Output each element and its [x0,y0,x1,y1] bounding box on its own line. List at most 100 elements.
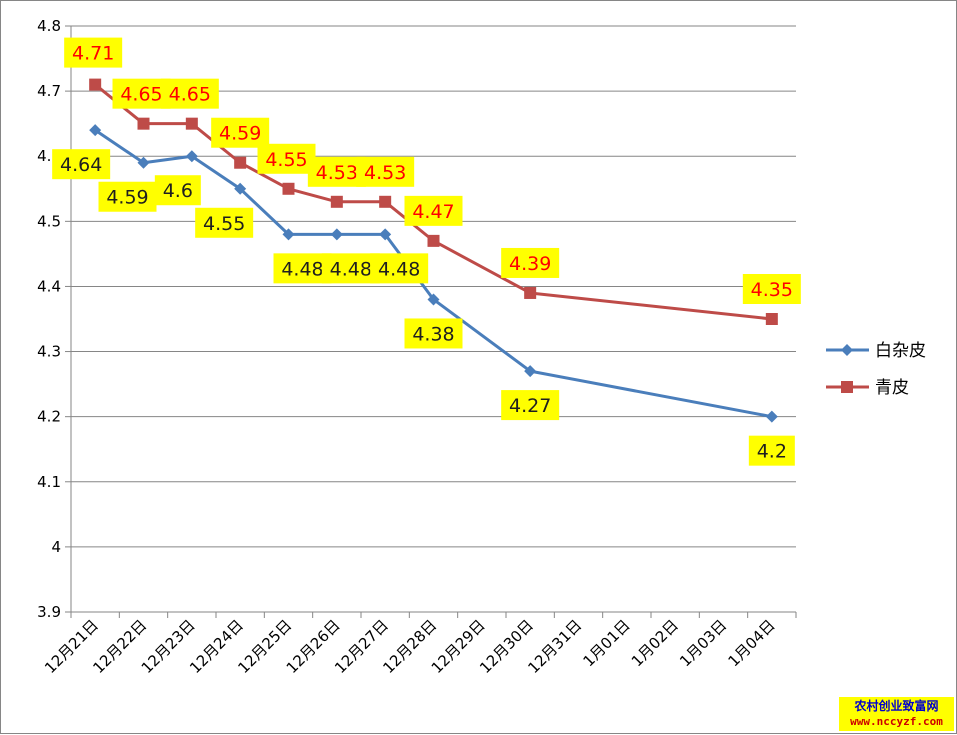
x-tick-label: 1月04日 [724,616,778,670]
data-label: 4.59 [98,181,157,212]
data-point [185,150,198,163]
data-label-text: 4.59 [219,123,261,145]
data-label: 4.35 [742,274,801,304]
data-labels: 4.644.59 4.64.554.48 4.48 4.484.384.274.24.… [52,37,801,466]
data-label-text: 4.55 [265,149,307,171]
data-label: 4.71 [64,37,123,68]
data-label: 4.64 [52,149,111,180]
data-label-bg [356,156,415,187]
data-label-bg [404,318,463,349]
data-point [185,117,198,130]
data-label-bg [195,207,254,238]
data-label: 4.65 [160,78,219,109]
legend-marker [841,381,853,393]
data-point [524,365,537,378]
x-tick-label: 1月03日 [676,616,730,670]
data-label-bg [154,175,201,206]
y-tick-label: 4.2 [37,408,61,426]
data-label-text: 4.55 [203,213,245,235]
data-label: 4.38 [404,318,463,349]
y-tick-label: 4 [51,538,61,556]
data-point [282,228,295,241]
y-tick-label: 4.8 [37,17,61,35]
legend-marker [841,344,853,356]
series-line-qingpi [94,83,772,321]
data-label-text: 4.48 [378,258,420,280]
data-label-text: 4.59 [106,187,148,209]
data-point [379,195,392,208]
legend-label: 白杂皮 [875,341,926,361]
data-point [524,286,537,299]
data-label: 4.55 [257,143,316,174]
data-label-text: 4.27 [509,395,551,417]
legend-entry: 白杂皮 [826,341,926,361]
y-tick-label: 4.1 [37,473,61,491]
data-label-bg [748,435,795,466]
legend-entry: 青皮 [826,378,909,398]
data-point [765,410,778,423]
data-label-text: 4.65 [169,84,211,106]
data-label-bg [64,37,123,68]
data-label-bg [742,274,801,304]
data-label: 4.59 [211,117,270,148]
y-tick-label: 4.7 [37,82,61,100]
data-label: 4.27 [501,390,560,421]
watermark-line1: 农村创业致富网 [854,699,939,713]
data-point [765,313,778,325]
legend-label: 青皮 [875,378,909,398]
data-point [330,228,343,241]
data-label-text: 4.38 [412,323,454,345]
series-lines [89,78,778,423]
data-point [379,228,392,241]
data-label-text: 4.47 [412,201,454,223]
data-label-bg [211,117,270,148]
data-point [282,182,295,195]
data-label: 4.48 [370,253,429,284]
data-point [427,293,440,306]
y-tick-label: 4.4 [37,277,61,295]
data-label-text: 4.6 [163,180,193,202]
x-tick-label: 1月01日 [579,616,633,670]
y-tick-label: 4.5 [37,212,61,230]
data-label: 4.39 [501,247,560,278]
data-point [427,234,440,247]
data-point [234,182,247,195]
data-label-bg [160,78,219,109]
data-point [234,156,247,169]
data-label-text: 4.71 [72,43,114,65]
data-label: 4.47 [404,195,463,226]
data-label-text: 4.35 [751,279,793,301]
data-label: 4.6 [154,175,201,206]
data-label-text: 4.2 [757,441,787,463]
data-point [330,195,343,208]
data-point [137,156,150,169]
data-label: 4.55 [195,207,254,238]
series-line-baizapi [94,128,773,419]
data-point [137,117,150,130]
data-label-bg [501,247,560,278]
data-label-text: 4.48 [281,258,323,280]
data-label-text: 4.48 [330,258,372,280]
data-label-bg [404,195,463,226]
x-tick-label: 1月02日 [628,616,682,670]
data-label-bg [52,149,111,180]
data-label-bg [501,390,560,421]
data-label-text: 4.53 [316,162,358,184]
watermark-line2: www.nccyzf.com [850,715,943,728]
data-label-text: 4.64 [60,154,102,176]
data-point [89,78,102,91]
data-label-text: 4.65 [120,84,162,106]
x-tick-label: 12月31日 [524,616,585,677]
y-tick-label: 3.9 [37,603,61,621]
data-label: 4.53 [356,156,415,187]
data-label-bg [98,181,157,212]
data-label: 4.2 [748,435,795,466]
data-point [89,124,102,137]
data-label-text: 4.39 [509,253,551,275]
data-label-text: 4.53 [364,162,406,184]
data-label-bg [257,143,316,174]
y-tick-label: 4.3 [37,343,61,361]
